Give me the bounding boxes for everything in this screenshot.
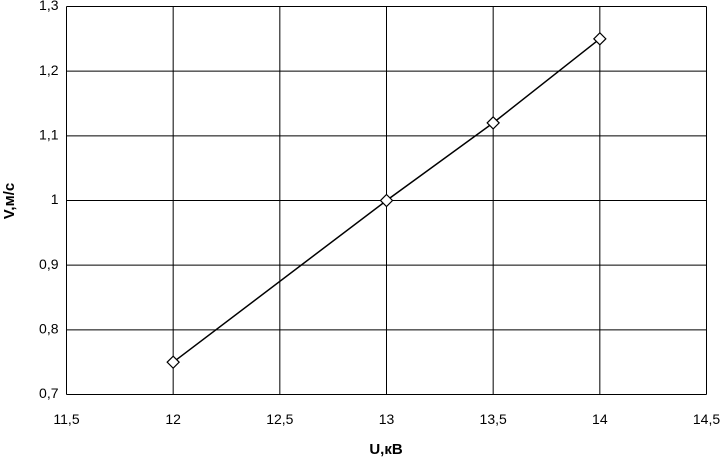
- x-tick-label: 13: [379, 411, 395, 427]
- x-tick-label: 12: [165, 411, 181, 427]
- marker: [166, 355, 181, 370]
- x-tick-label: 12,5: [266, 411, 293, 427]
- y-tick-label: 1,1: [39, 127, 59, 143]
- y-tick-label: 0,9: [39, 256, 59, 272]
- x-tick-label: 14: [592, 411, 608, 427]
- y-tick-label: 0,7: [39, 385, 59, 401]
- marker: [486, 116, 501, 130]
- y-axis-label: V,м/с: [1, 183, 18, 219]
- y-tick-label: 1: [51, 191, 59, 207]
- y-tick-label: 1,2: [39, 62, 59, 78]
- marker: [592, 31, 607, 46]
- y-tick-label: 0,8: [39, 321, 59, 337]
- x-axis-label: U,кВ: [369, 441, 403, 458]
- data-line: [172, 38, 601, 363]
- x-tick-label: 13,5: [480, 411, 507, 427]
- y-tick-label: 1,3: [39, 0, 59, 13]
- marker: [379, 193, 394, 208]
- x-tick-label: 11,5: [53, 411, 79, 427]
- x-tick-label: 14,5: [693, 411, 720, 427]
